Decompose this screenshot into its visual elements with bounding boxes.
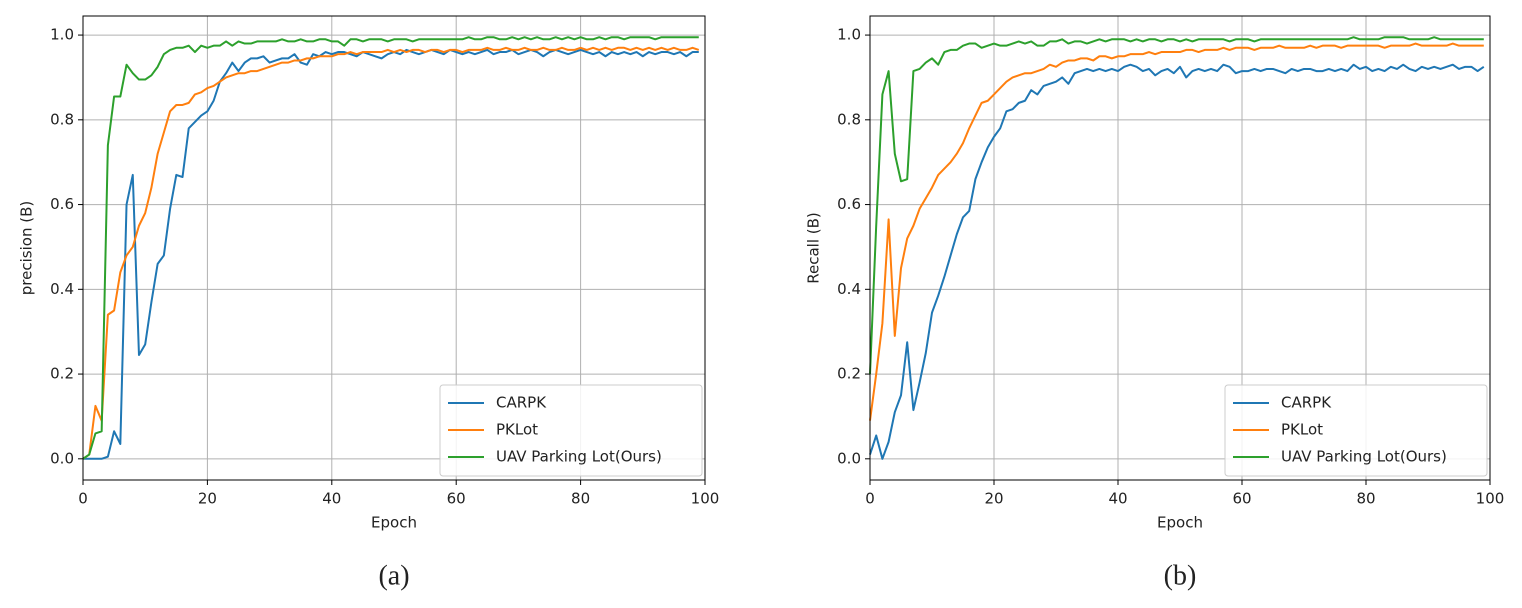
legend-box <box>1224 384 1488 477</box>
y-tick-label: 0.6 <box>837 195 861 213</box>
legend-label: UAV Parking Lot(Ours) <box>496 448 662 466</box>
y-tick-label: 0.2 <box>50 365 74 383</box>
y-axis-label: precision (B) <box>18 201 36 295</box>
x-tick-label: 40 <box>1108 490 1127 508</box>
series-line <box>869 63 1485 460</box>
plot-frame <box>82 15 706 481</box>
x-tick-label: 100 <box>1476 490 1505 508</box>
y-tick-label: 0.0 <box>50 449 74 467</box>
x-tick-label: 20 <box>984 490 1003 508</box>
series-line <box>869 36 1484 375</box>
x-tick-label: 20 <box>198 490 217 508</box>
legend-box <box>439 384 703 477</box>
legend-label: CARPK <box>1281 394 1332 412</box>
x-axis-label: Epoch <box>371 514 417 532</box>
series-line <box>82 46 700 460</box>
legend-label: CARPK <box>496 394 547 412</box>
y-tick-label: 0.2 <box>837 365 861 383</box>
caption: (a) <box>378 560 409 591</box>
series-line <box>869 42 1484 421</box>
panel: 0.0 0.2 0.4 0.6 0.8 1.0 0 20 40 60 80 100 Epoch Recal… <box>805 15 1505 591</box>
legend: CARPK PKLot UAV Parking Lot(Ours) <box>439 384 703 477</box>
series-line <box>82 36 699 460</box>
plot-frame <box>869 15 1491 481</box>
y-axis-label: Recall (B) <box>805 212 823 284</box>
y-tick-label: 0.8 <box>837 110 861 128</box>
y-tick-label: 0.8 <box>50 110 74 128</box>
x-axis-label: Epoch <box>1157 514 1203 532</box>
caption: (b) <box>1164 560 1197 591</box>
legend-label: UAV Parking Lot(Ours) <box>1281 448 1447 466</box>
y-tick-label: 1.0 <box>50 26 74 44</box>
legend-label: PKLot <box>1281 421 1323 439</box>
legend: CARPK PKLot UAV Parking Lot(Ours) <box>1224 384 1488 477</box>
x-tick-label: 80 <box>1356 490 1375 508</box>
legend-label: PKLot <box>496 421 538 439</box>
y-tick-label: 0.4 <box>50 280 74 298</box>
series-line <box>83 48 699 460</box>
y-tick-label: 0.0 <box>837 449 861 467</box>
x-tick-label: 100 <box>691 490 720 508</box>
x-tick-label: 0 <box>865 490 875 508</box>
y-tick-label: 0.4 <box>837 280 861 298</box>
x-tick-label: 80 <box>571 490 590 508</box>
y-tick-label: 1.0 <box>837 26 861 44</box>
x-tick-label: 0 <box>78 490 88 508</box>
x-tick-label: 60 <box>447 490 466 508</box>
x-tick-label: 60 <box>1232 490 1251 508</box>
panel: 0.0 0.2 0.4 0.6 0.8 1.0 0 20 40 60 80 100 Epoch preci… <box>18 15 720 591</box>
y-tick-label: 0.6 <box>50 195 74 213</box>
x-tick-label: 40 <box>322 490 341 508</box>
